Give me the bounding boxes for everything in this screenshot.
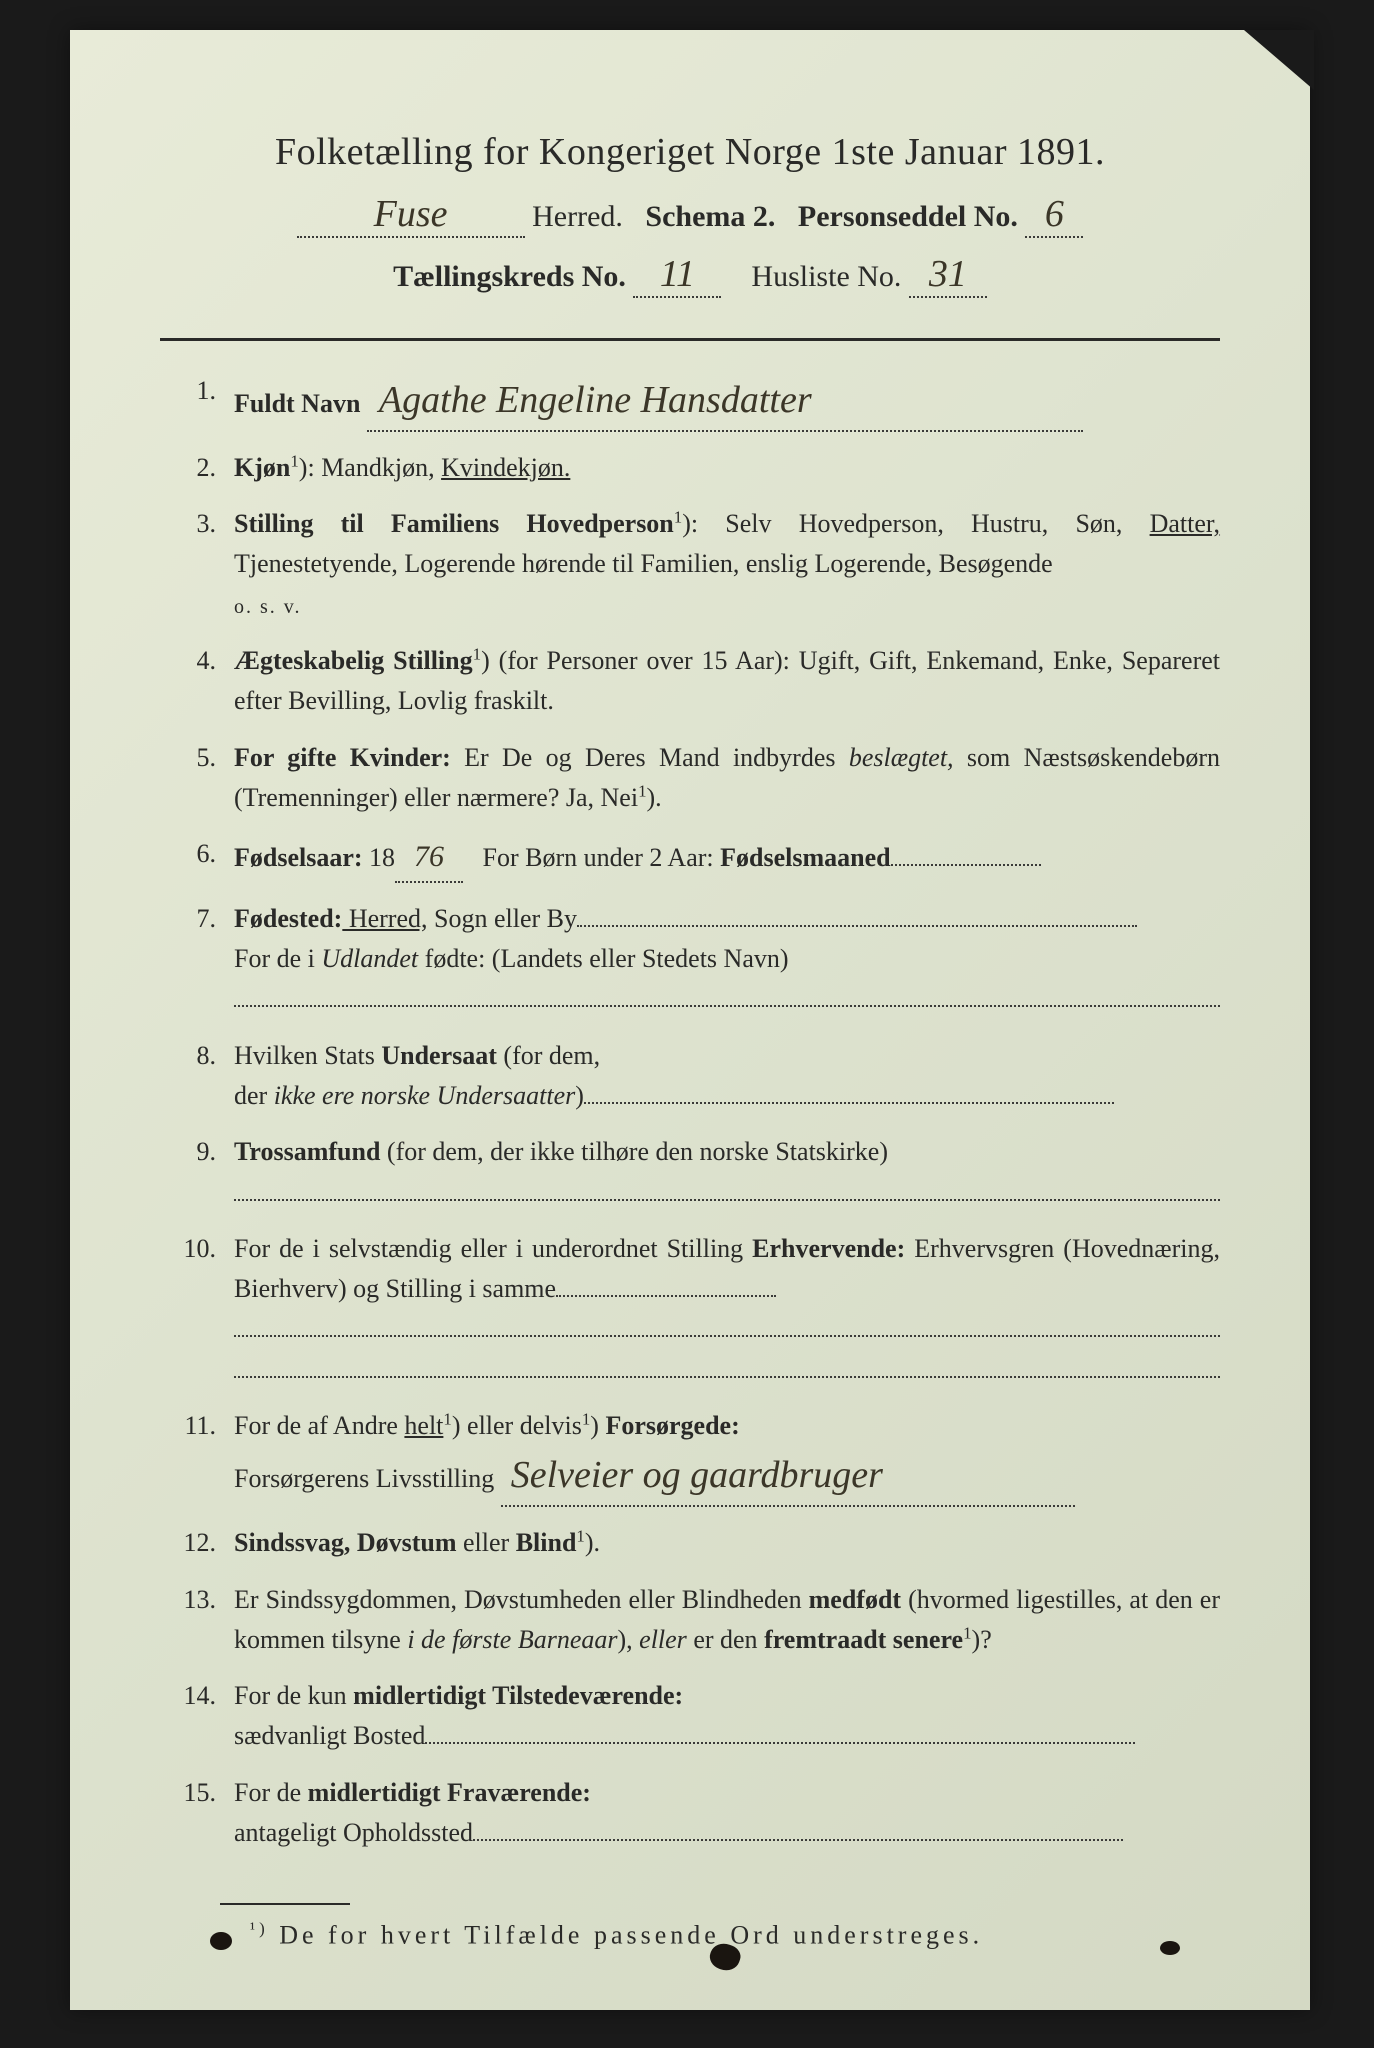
schema-label: Schema 2. [645, 200, 775, 233]
personseddel-value: 6 [1025, 192, 1083, 238]
item-1: 1. Fuldt Navn Agathe Engeline Hansdatter [160, 371, 1220, 432]
census-form-page: Folketælling for Kongeriget Norge 1ste J… [70, 30, 1310, 2010]
herred-value: Fuse [297, 192, 525, 238]
relation-selected: Datter, [1150, 509, 1220, 538]
header-line-2: Fuse Herred. Schema 2. Personseddel No. … [160, 192, 1220, 238]
item-2: 2. Kjøn1): Mandkjøn, Kvindekjøn. [160, 448, 1220, 488]
item-6: 6. Fødselsaar: 1876 For Børn under 2 Aar… [160, 834, 1220, 883]
kreds-label: Tællingskreds No. [393, 260, 626, 293]
sex-selected: Kvindekjøn. [441, 453, 570, 482]
kreds-value: 11 [633, 252, 721, 298]
birth-year-value: 76 [395, 834, 463, 883]
ink-blot-icon [1160, 1941, 1180, 1955]
divider [160, 338, 1220, 341]
item-9: 9. Trossamfund (for dem, der ikke tilhør… [160, 1132, 1220, 1213]
item-8: 8. Hvilken Stats Undersaat (for dem, der… [160, 1036, 1220, 1117]
item-11: 11. For de af Andre helt1) eller delvis1… [160, 1406, 1220, 1507]
item-12: 12. Sindssvag, Døvstum eller Blind1). [160, 1523, 1220, 1563]
husliste-label: Husliste No. [751, 260, 901, 293]
item-5: 5. For gifte Kvinder: Er De og Deres Man… [160, 738, 1220, 819]
main-title: Folketælling for Kongeriget Norge 1ste J… [160, 130, 1220, 174]
provider-occupation-value: Selveier og gaardbruger [501, 1446, 1075, 1507]
item-7: 7. Fødested: Herred, Sogn eller By For d… [160, 899, 1220, 1020]
herred-label: Herred. [532, 200, 623, 233]
item-14: 14. For de kun midlertidigt Tilstedevære… [160, 1676, 1220, 1757]
item-13: 13. Er Sindssygdommen, Døvstumheden elle… [160, 1580, 1220, 1661]
item-15: 15. For de midlertidigt Fraværende: anta… [160, 1773, 1220, 1854]
birthplace-selected: Herred, [342, 904, 427, 933]
footnote-rule [220, 1903, 350, 1905]
page-corner-fold-icon [1244, 30, 1314, 90]
footnote: ¹) De for hvert Tilfælde passende Ord un… [160, 1919, 1220, 1951]
item-3: 3. Stilling til Familiens Hovedperson1):… [160, 504, 1220, 625]
item-10: 10. For de i selvstændig eller i underor… [160, 1229, 1220, 1390]
ink-blot-icon [210, 1932, 232, 1950]
full-name-value: Agathe Engeline Hansdatter [367, 371, 1083, 432]
husliste-value: 31 [909, 252, 987, 298]
personseddel-label: Personseddel No. [798, 200, 1018, 233]
item-4: 4. Ægteskabelig Stilling1) (for Personer… [160, 641, 1220, 722]
header-line-3: Tællingskreds No. 11 Husliste No. 31 [160, 252, 1220, 298]
